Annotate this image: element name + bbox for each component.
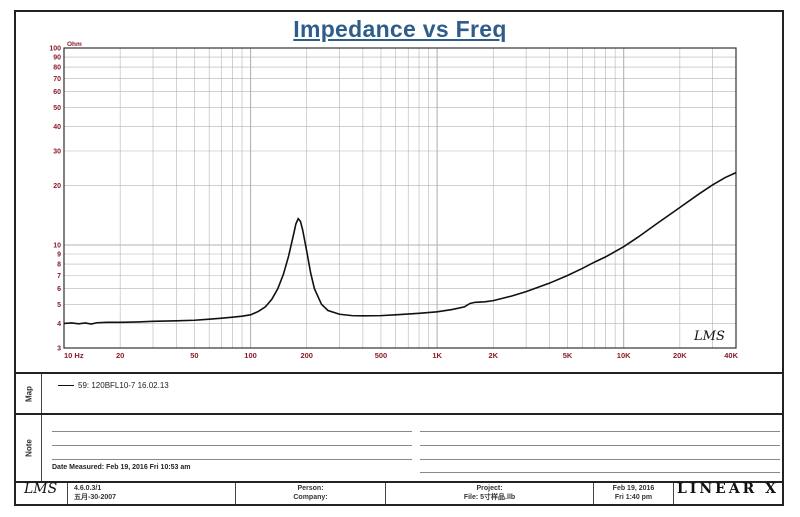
note-line (52, 431, 412, 432)
x-tick-label: 40K (724, 351, 738, 360)
legend: 59: 120BFL10-7 16.02.13 (58, 381, 169, 390)
grid-lines (63, 48, 737, 349)
y-tick-label: 30 (53, 149, 61, 156)
map-label: Map (24, 386, 33, 402)
y-tick-label: 3 (57, 346, 61, 353)
x-tick-label: 50 (190, 351, 198, 360)
note-side-cell: Note (16, 415, 42, 481)
plot-border (63, 47, 737, 349)
y-tick-label: 60 (53, 89, 61, 96)
footer-time: Fri 1:40 pm (614, 494, 653, 501)
footer-divider (16, 481, 782, 483)
linearx-logo: LINEAR X (676, 481, 780, 497)
x-tick-label: 2K (488, 351, 498, 360)
footer-logo-cell: LMS (16, 481, 68, 504)
y-tick-label: 100 (49, 46, 61, 53)
note-line (52, 459, 412, 460)
y-tick-label: 70 (53, 76, 61, 83)
footer-date: Feb 19, 2016 (612, 485, 655, 492)
x-tick-label: 20K (673, 351, 687, 360)
y-tick-label: 6 (57, 286, 61, 293)
version-date: 五月-30-2007 (74, 494, 117, 501)
note-line (420, 472, 780, 473)
x-tick-label: 10 Hz (64, 351, 84, 360)
x-tick-label: 20 (116, 351, 124, 360)
y-tick-label: 4 (57, 321, 61, 328)
impedance-curve (63, 171, 737, 325)
lms-mark: LMS (693, 329, 725, 344)
chart-frame (14, 10, 784, 506)
x-tick-label: 1K (432, 351, 442, 360)
chart-title: Impedance vs Freq (293, 16, 507, 42)
legend-swatch (58, 385, 74, 386)
legend-band-divider (16, 372, 782, 374)
legend-entry: 59: 120BFL10-7 16.02.13 (78, 381, 169, 390)
lms-logo: LMS (24, 481, 58, 497)
x-tick-label: 200 (300, 351, 313, 360)
y-tick-label: 9 (57, 252, 61, 259)
impedance-chart: Ohm 100 90 80 70 60 50 40 30 20 10 9 8 7 6 5 4 3 10 Hz 20… (49, 41, 738, 360)
note-line (52, 445, 412, 446)
person: Person: (297, 485, 324, 492)
y-tick-label: 5 (57, 302, 61, 309)
project: Project: (476, 485, 503, 492)
footer-person-cell: Person: Company: (236, 483, 386, 504)
footer-date-cell: Feb 19, 2016 Fri 1:40 pm (594, 483, 674, 504)
note-line (420, 445, 780, 446)
file-name: File: 5寸样品.llb (463, 494, 516, 501)
x-tick-label: 500 (375, 351, 388, 360)
y-tick-label: 50 (53, 105, 61, 112)
y-tick-label: 20 (53, 183, 61, 190)
x-tick-label: 100 (244, 351, 257, 360)
note-line (420, 459, 780, 460)
note-line (420, 431, 780, 432)
y-tick-label: 10 (53, 242, 61, 249)
note-label: Note (24, 439, 33, 457)
y-tick-label: 7 (57, 273, 61, 280)
company: Company: (293, 494, 328, 501)
y-tick-label: 40 (53, 124, 61, 131)
y-tick-label: 8 (57, 262, 61, 269)
x-tick-label: 5K (563, 351, 573, 360)
y-axis-label: Ohm (67, 41, 82, 48)
version: 4.6.0.3/1 (74, 485, 102, 492)
map-side-cell: Map (16, 374, 42, 414)
footer-version-cell: 4.6.0.3/1 五月-30-2007 (68, 483, 236, 504)
y-tick-label: 90 (53, 55, 61, 62)
footer-project-cell: Project: File: 5寸样品.llb (386, 483, 594, 504)
footer: LMS 4.6.0.3/1 五月-30-2007 Person: Company… (16, 481, 782, 504)
x-tick-label: 10K (617, 351, 631, 360)
y-tick-label: 80 (53, 65, 61, 72)
notes-band-divider (16, 413, 782, 415)
footer-brand-cell: LINEAR X (674, 481, 782, 504)
date-measured: Date Measured: Feb 19, 2016 Fri 10:53 am (52, 464, 191, 471)
